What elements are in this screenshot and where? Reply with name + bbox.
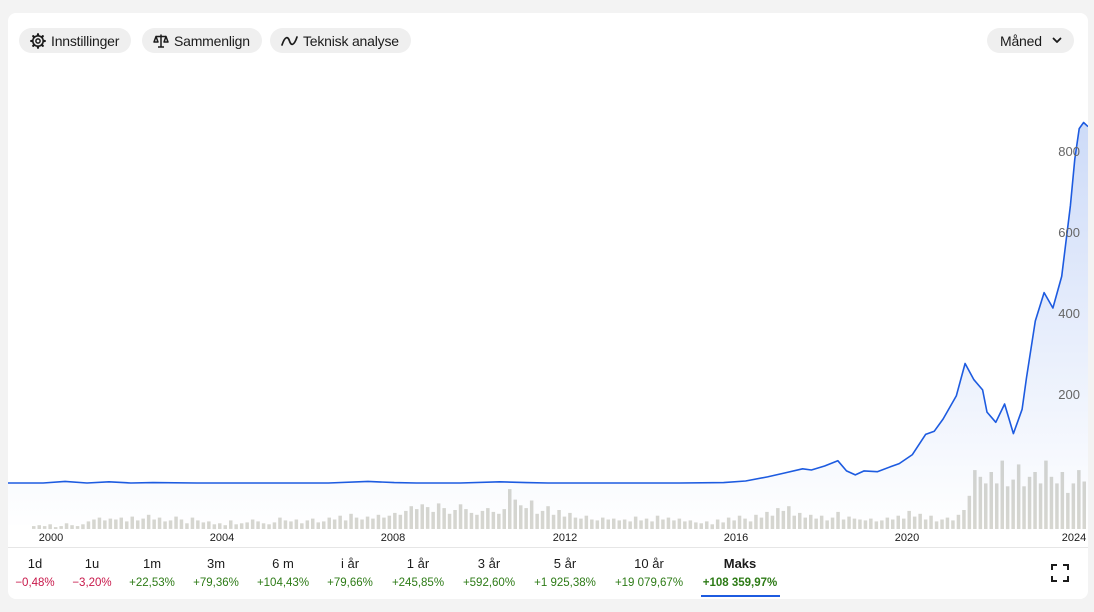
period-10y[interactable]: 10 år +19 079,67%: [615, 556, 683, 591]
period-label: i år: [340, 556, 360, 571]
period-label: 3m: [206, 556, 226, 571]
period-change: +79,36%: [193, 577, 239, 589]
y-tick-label: 600: [1058, 225, 1080, 240]
period-label: 1m: [142, 556, 162, 571]
divider: [8, 547, 1088, 548]
period-change: −3,20%: [72, 577, 112, 589]
x-tick-label: 2016: [724, 532, 748, 544]
period-label: 6 m: [272, 556, 294, 571]
period-max[interactable]: Maks +108 359,97%: [703, 556, 778, 591]
x-axis-ticks: 2000 2004 2008 2012 2016 2020 2024: [39, 532, 1086, 544]
period-6m[interactable]: 6 m +104,43%: [257, 556, 309, 591]
chevron-down-icon: [1052, 37, 1062, 43]
x-tick-label: 2008: [381, 532, 405, 544]
period-1d[interactable]: 1d −0,48%: [15, 556, 54, 591]
period-1u[interactable]: 1u −3,20%: [72, 556, 111, 591]
x-tick-label: 2004: [210, 532, 234, 544]
period-change: +19 079,67%: [614, 577, 684, 589]
period-1m[interactable]: 1m +22,53%: [129, 556, 175, 591]
scale-icon: [153, 34, 169, 48]
period-change: +245,85%: [391, 577, 445, 589]
gear-icon: [30, 32, 46, 49]
active-period-indicator: [701, 595, 780, 597]
period-label: 1 år: [406, 556, 430, 571]
period-3m[interactable]: 3m +79,36%: [193, 556, 239, 591]
technical-analysis-label: Teknisk analyse: [303, 32, 399, 49]
interval-label: Måned: [1000, 32, 1042, 49]
period-5y[interactable]: 5 år +1 925,38%: [534, 556, 596, 591]
period-change: +104,43%: [256, 577, 310, 589]
price-line: [8, 121, 1088, 484]
settings-button[interactable]: Innstillinger: [19, 28, 132, 53]
period-label: 3 år: [477, 556, 501, 571]
fullscreen-icon[interactable]: [1051, 564, 1069, 582]
price-chart[interactable]: 200 400 600 800 2000 2004 2008 2012 2016…: [8, 13, 1088, 547]
x-tick-label: 2000: [39, 532, 63, 544]
technical-analysis-button[interactable]: Teknisk analyse: [270, 28, 411, 53]
compare-label: Sammenlign: [174, 32, 250, 49]
y-tick-label: 200: [1058, 387, 1080, 402]
compare-button[interactable]: Sammenlign: [142, 28, 262, 53]
y-tick-label: 800: [1058, 144, 1080, 159]
stock-chart-card: Innstillinger Sammenlign Teknisk analyse…: [8, 13, 1088, 599]
period-label: 1u: [84, 556, 100, 571]
period-change: +1 925,38%: [534, 577, 596, 589]
y-axis-ticks: 200 400 600 800: [1058, 144, 1080, 402]
settings-label: Innstillinger: [51, 32, 120, 49]
period-label: 10 år: [634, 556, 664, 571]
x-tick-label: 2012: [553, 532, 577, 544]
period-label: Maks: [723, 556, 757, 571]
period-label: 5 år: [553, 556, 577, 571]
price-area: [8, 122, 1088, 529]
period-change: +79,66%: [327, 577, 373, 589]
trend-line-icon: [281, 35, 298, 46]
period-change: −0,48%: [15, 577, 55, 589]
period-label: 1d: [27, 556, 43, 571]
x-tick-label: 2020: [895, 532, 919, 544]
period-3y[interactable]: 3 år +592,60%: [463, 556, 515, 591]
y-tick-label: 400: [1058, 306, 1080, 321]
period-change: +592,60%: [462, 577, 516, 589]
x-tick-label: 2024: [1062, 532, 1086, 544]
period-change: +108 359,97%: [702, 577, 778, 589]
interval-select[interactable]: Måned: [987, 28, 1074, 53]
period-change: +22,53%: [129, 577, 175, 589]
period-1y[interactable]: 1 år +245,85%: [392, 556, 444, 591]
period-ytd[interactable]: i år +79,66%: [327, 556, 373, 591]
